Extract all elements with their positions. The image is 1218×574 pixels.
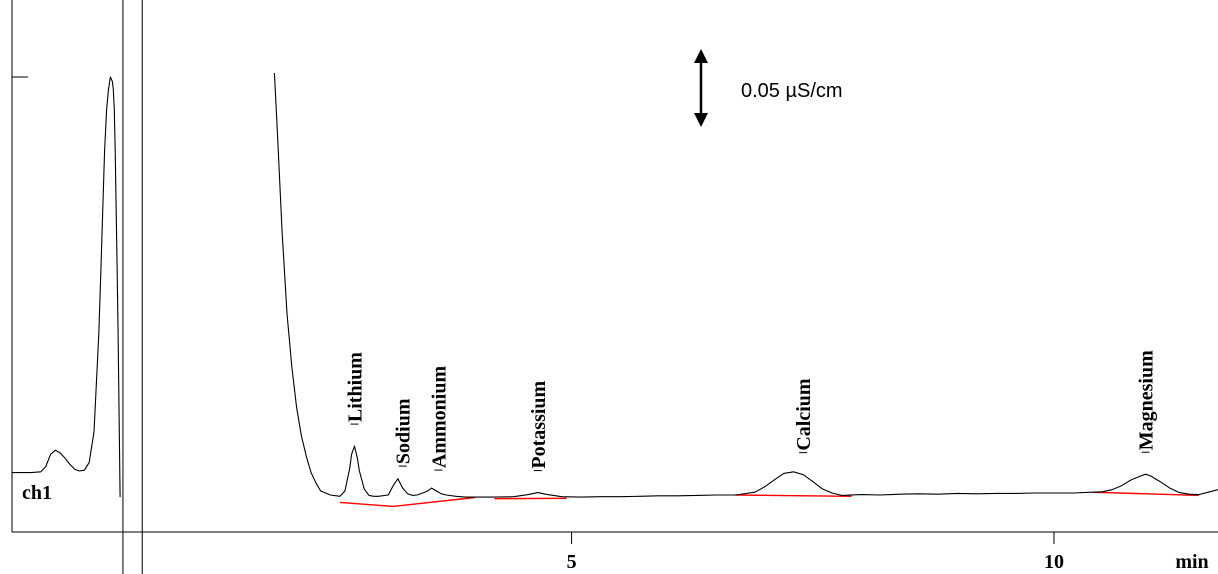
scale-bar-label: 0.05 µS/cm (741, 80, 843, 102)
signal-traces (12, 72, 1218, 498)
peak-label: Lithium (345, 352, 367, 422)
scale-bar: 0.05 µS/cm (694, 49, 843, 127)
baseline-segment (735, 494, 852, 497)
channel-label: ch1 (22, 482, 52, 504)
peak-labels: Lithium Sodium Ammonium Potassium Calcium Mag… (345, 350, 1158, 472)
baseline-segment (1092, 491, 1199, 497)
x-axis-ticks: 5 10 (567, 532, 1064, 573)
arrow-up-icon (694, 49, 708, 63)
x-tick-label: 5 (567, 551, 577, 573)
peak-label: Calcium (793, 378, 815, 451)
peak-label: Potassium (528, 380, 550, 468)
injection-markers (122, 0, 143, 574)
integration-baselines (339, 491, 1199, 508)
baseline-segment (339, 496, 476, 508)
signal-trace (273, 72, 1218, 498)
arrow-down-icon (694, 113, 708, 127)
peak-label: Sodium (393, 398, 415, 464)
x-tick-label: 10 (1044, 551, 1064, 573)
peak-label: Ammonium (428, 366, 450, 469)
x-axis-unit-label: min (1175, 551, 1208, 573)
peak-label: Magnesium (1136, 350, 1158, 450)
signal-trace (12, 76, 121, 498)
axes (11, 0, 1218, 533)
